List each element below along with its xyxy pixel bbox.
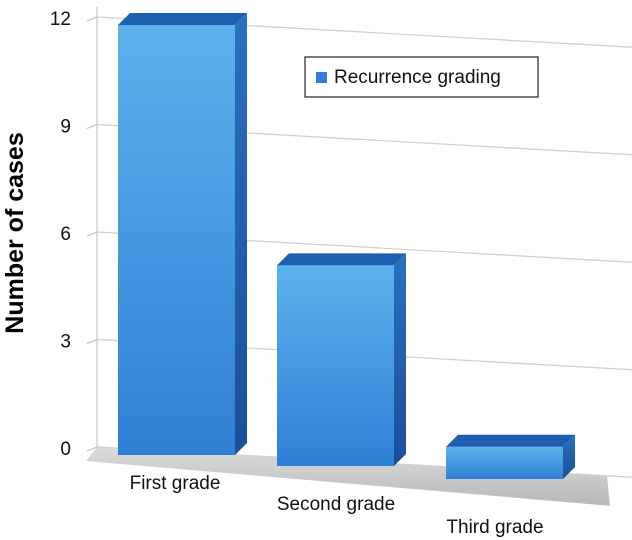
y-tick-mark [86, 231, 98, 237]
legend: Recurrence grading [304, 56, 539, 98]
y-tick-label: 9 [60, 117, 71, 138]
y-tick-label: 6 [60, 224, 71, 245]
y-tick-mark [86, 16, 98, 22]
bar-front [446, 446, 563, 479]
y-tick-label: 12 [50, 9, 71, 30]
y-tick-mark [86, 338, 98, 345]
chart-floor [86, 447, 610, 506]
bar [118, 13, 247, 455]
floor-plane [86, 447, 610, 506]
y-axis-ticks: 0 3 6 9 12 [50, 9, 98, 460]
y-tick-mark [86, 123, 98, 130]
legend-entry: Recurrence grading [334, 67, 501, 88]
x-category-label: Third grade [446, 517, 543, 538]
x-category-label: First grade [130, 473, 221, 494]
bar-front [118, 25, 235, 455]
legend-box [304, 56, 539, 98]
bar-side [394, 253, 406, 466]
y-tick-mark [86, 446, 98, 452]
bars [118, 13, 575, 479]
y-tick-label: 0 [60, 439, 71, 460]
legend-swatch [316, 72, 327, 83]
x-category-label: Second grade [277, 494, 395, 515]
bar-top [446, 434, 575, 447]
y-axis-label: Number of cases [1, 132, 29, 333]
bar-front [277, 265, 394, 466]
bar-top [277, 253, 406, 266]
bar [446, 434, 575, 479]
bar-side [563, 434, 575, 479]
bar-side [235, 13, 247, 455]
y-tick-label: 3 [60, 332, 71, 353]
bar [277, 253, 406, 466]
x-axis-categories: First grade Second grade Third grade [130, 473, 544, 538]
bar-top [118, 13, 247, 25]
